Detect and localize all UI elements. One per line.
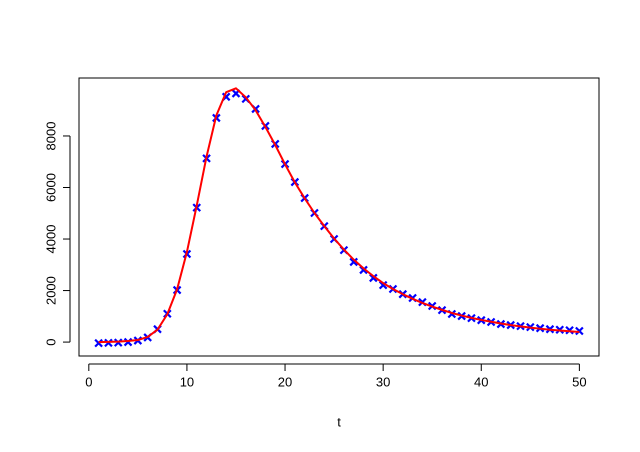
- data-point: [369, 273, 378, 283]
- y-tick-label: 6000: [43, 173, 58, 202]
- y-tick-label: 0: [43, 338, 58, 345]
- y-tick-label: 2000: [43, 276, 58, 305]
- data-point: [94, 338, 103, 348]
- data-point: [565, 325, 574, 335]
- data-point: [104, 338, 113, 348]
- data-point: [349, 257, 358, 267]
- data-point: [123, 337, 133, 347]
- x-tick-label: 20: [278, 374, 292, 389]
- y-tick-label: 8000: [43, 122, 58, 151]
- x-tick-label: 50: [572, 374, 586, 389]
- x-tick-label: 40: [474, 374, 488, 389]
- x-tick-label: 0: [85, 374, 92, 389]
- data-point: [113, 338, 123, 347]
- x-tick-label: 10: [180, 374, 194, 389]
- data-point: [575, 326, 584, 336]
- x-tick-label: 30: [376, 374, 390, 389]
- data-point: [378, 280, 388, 290]
- x-axis-label: t: [337, 414, 341, 429]
- y-tick-label: 4000: [43, 225, 58, 254]
- plot-frame: [78, 77, 600, 357]
- fit-line: [98, 87, 580, 344]
